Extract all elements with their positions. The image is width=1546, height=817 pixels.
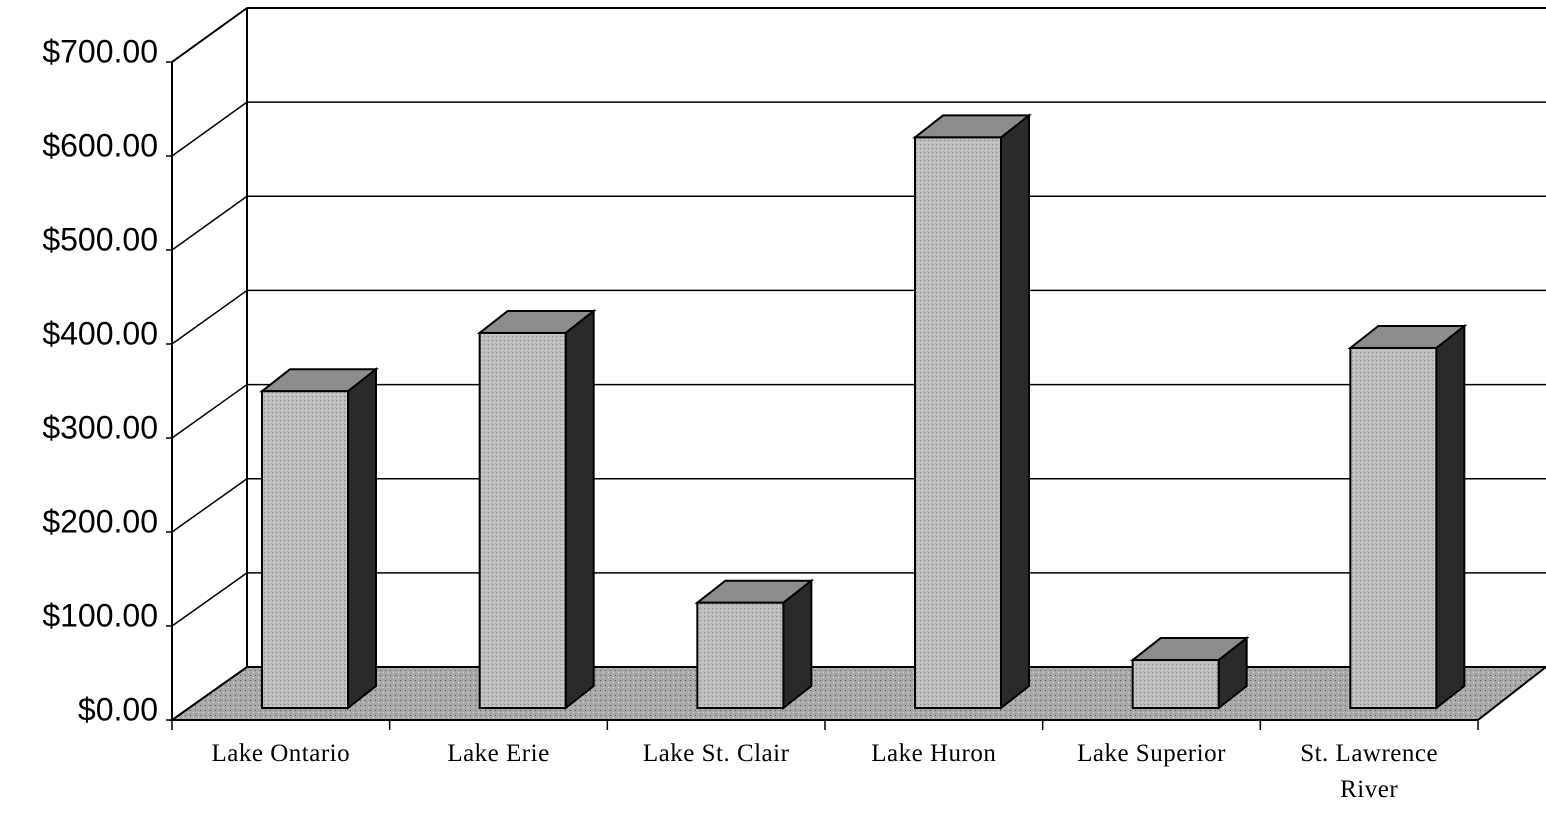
plot-frame bbox=[168, 7, 1546, 721]
bar bbox=[476, 308, 597, 711]
bar-front bbox=[478, 331, 567, 709]
x-tick-label: Lake Ontario bbox=[211, 740, 351, 767]
x-tick-label: Lake Erie bbox=[447, 740, 550, 767]
y-tick-label: $200.00 bbox=[42, 503, 158, 539]
bar-front bbox=[914, 136, 1002, 710]
x-tick-label: Lake Huron bbox=[871, 740, 997, 767]
bar bbox=[1129, 636, 1250, 711]
bar-side bbox=[1435, 323, 1466, 711]
bar-side bbox=[347, 367, 377, 711]
side-grid-line bbox=[171, 101, 248, 157]
y-tick-label: $600.00 bbox=[42, 127, 158, 163]
bar bbox=[694, 578, 815, 711]
bar bbox=[912, 113, 1032, 711]
side-wall-top bbox=[171, 7, 248, 63]
bar-side bbox=[1000, 113, 1030, 711]
bar-front bbox=[696, 601, 785, 709]
x-tick-label: Lake St. Clair bbox=[642, 740, 790, 767]
bar-side bbox=[564, 308, 595, 711]
bar-front bbox=[1349, 346, 1438, 709]
side-grid-line bbox=[171, 289, 248, 345]
grid bbox=[171, 7, 1546, 721]
bar bbox=[259, 367, 379, 711]
y-tick-label: $100.00 bbox=[42, 597, 158, 633]
bar bbox=[1347, 323, 1468, 711]
x-tick-label: St. Lawrence River bbox=[1300, 740, 1439, 803]
y-tick-label: $300.00 bbox=[42, 409, 158, 445]
y-tick-label: $700.00 bbox=[42, 33, 158, 69]
side-grid-line bbox=[171, 195, 248, 251]
side-grid-line bbox=[171, 478, 248, 533]
x-tick-label: Lake Superior bbox=[1077, 740, 1226, 767]
floor bbox=[168, 666, 1546, 721]
y-tick-label: $0.00 bbox=[78, 691, 158, 727]
y-tick-label: $500.00 bbox=[42, 221, 158, 257]
side-grid-line bbox=[171, 572, 248, 627]
y-tick-label: $400.00 bbox=[42, 315, 158, 351]
bar-front bbox=[261, 390, 349, 709]
bar-front bbox=[1131, 659, 1220, 709]
side-grid-line bbox=[171, 383, 248, 439]
